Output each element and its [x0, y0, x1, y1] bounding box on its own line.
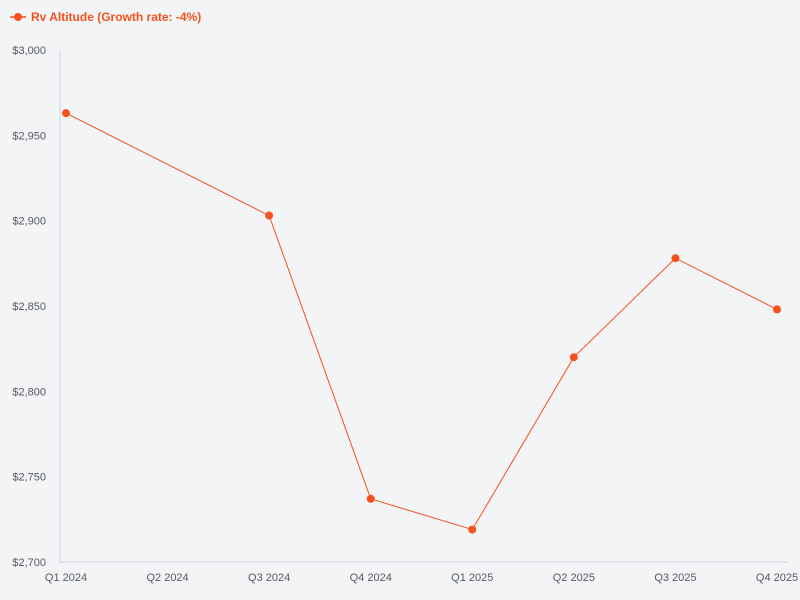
y-tick-labels: $2,700 $2,750 $2,800 $2,850 $2,900 $2,950 $3,0… — [12, 45, 46, 569]
x-tick-label: Q3 2024 — [248, 572, 290, 584]
data-point[interactable] — [569, 353, 578, 362]
data-point[interactable] — [366, 494, 375, 503]
x-tick-label: Q2 2024 — [146, 572, 188, 584]
x-tick-label: Q4 2025 — [756, 572, 798, 584]
x-tick-label: Q2 2025 — [553, 572, 595, 584]
x-tick-label: Q1 2025 — [451, 572, 493, 584]
x-tick-label: Q4 2024 — [350, 572, 392, 584]
y-tick-label: $2,900 — [12, 216, 46, 228]
series-line-group — [65, 112, 778, 531]
legend-label: Rv Altitude (Growth rate: -4%) — [31, 10, 201, 24]
series-points-group — [62, 109, 781, 534]
data-point[interactable] — [671, 254, 680, 263]
data-point[interactable] — [773, 305, 781, 314]
series-line — [65, 112, 778, 531]
x-tick-label: Q3 2025 — [654, 572, 696, 584]
y-tick-label: $2,850 — [12, 301, 46, 313]
y-tick-label: $2,750 — [12, 472, 46, 484]
data-point[interactable] — [62, 109, 70, 118]
legend-dot-marker — [14, 13, 22, 21]
y-tick-label: $2,700 — [12, 557, 46, 569]
x-tick-labels: Q1 2024 Q2 2024 Q3 2024 Q4 2024 Q1 2025 Q2 20… — [45, 572, 798, 584]
data-point[interactable] — [468, 525, 477, 534]
data-point[interactable] — [265, 211, 274, 220]
legend[interactable]: Rv Altitude (Growth rate: -4%) — [10, 10, 201, 24]
y-tick-label: $3,000 — [12, 45, 46, 57]
x-tick-label: Q1 2024 — [45, 572, 87, 584]
y-tick-label: $2,800 — [12, 386, 46, 398]
y-tick-label: $2,950 — [12, 130, 46, 142]
